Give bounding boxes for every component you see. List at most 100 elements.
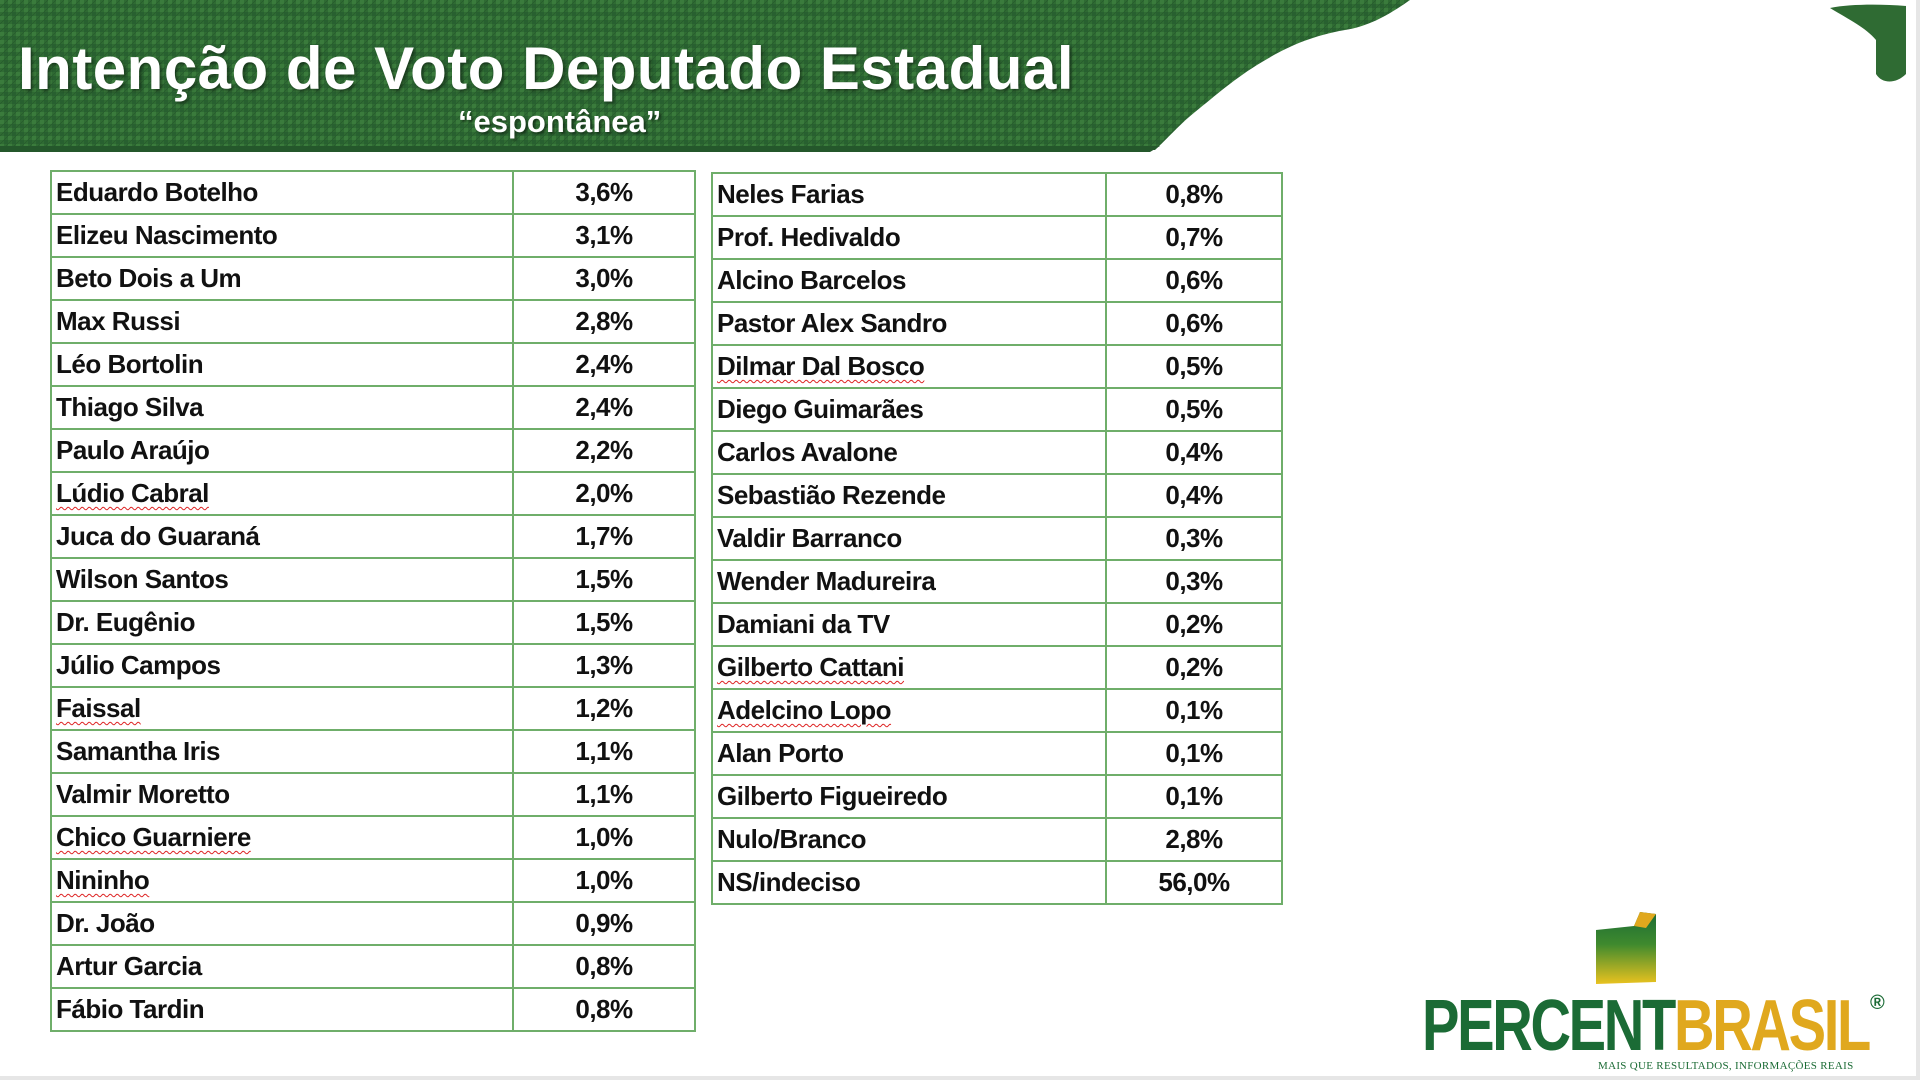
vote-percentage: 0,6%: [1105, 301, 1283, 346]
vote-percentage: 0,3%: [1105, 516, 1283, 561]
table-row: Nulo/Branco 2,8%: [711, 817, 1283, 862]
logo-word-percent: PERCENT: [1422, 986, 1676, 1066]
slide-title: Intenção de Voto Deputado Estadual: [18, 35, 1074, 102]
results-table-left: Eduardo Botelho 3,6% Elizeu Nascimento 3,1%…: [50, 170, 696, 1032]
logo-wordmark: PERCENTBRASIL: [1422, 990, 1871, 1062]
vote-percentage: 0,8%: [512, 987, 696, 1032]
candidate-name-text: Carlos Avalone: [717, 437, 898, 467]
table-row: Alcino Barcelos 0,6%: [711, 258, 1283, 303]
vote-percentage: 1,0%: [512, 815, 696, 860]
vote-percentage: 2,8%: [512, 299, 696, 344]
candidate-name-text: Lúdio Cabral: [56, 478, 209, 508]
vote-percentage: 3,1%: [512, 213, 696, 258]
candidate-name-text: Juca do Guaraná: [56, 521, 260, 551]
vote-percentage: 0,1%: [1105, 688, 1283, 733]
candidate-name-text: Beto Dois a Um: [56, 263, 242, 293]
table-row: Sebastião Rezende 0,4%: [711, 473, 1283, 518]
candidate-name: Juca do Guaraná: [50, 514, 514, 559]
candidate-name: Dilmar Dal Bosco: [711, 344, 1107, 389]
vote-percentage: 0,1%: [1105, 731, 1283, 776]
candidate-name-text: Valmir Moretto: [56, 779, 230, 809]
frame-edge-right: [1916, 0, 1920, 1080]
table-row: Damiani da TV 0,2%: [711, 602, 1283, 647]
candidate-name: Carlos Avalone: [711, 430, 1107, 475]
candidate-name-text: Wilson Santos: [56, 564, 229, 594]
table-row: Nininho 1,0%: [50, 858, 696, 903]
candidate-name: Fábio Tardin: [50, 987, 514, 1032]
vote-percentage: 1,0%: [512, 858, 696, 903]
table-row: Valmir Moretto 1,1%: [50, 772, 696, 817]
table-row: Lúdio Cabral 2,0%: [50, 471, 696, 516]
table-row: Valdir Barranco 0,3%: [711, 516, 1283, 561]
vote-percentage: 0,8%: [512, 944, 696, 989]
vote-percentage: 2,0%: [512, 471, 696, 516]
candidate-name-text: Dr. Eugênio: [56, 607, 195, 637]
candidate-name-text: NS/indeciso: [717, 867, 861, 897]
candidate-name: Dr. Eugênio: [50, 600, 514, 645]
candidate-name: Adelcino Lopo: [711, 688, 1107, 733]
candidate-name-text: Léo Bortolin: [56, 349, 204, 379]
header-banner: [0, 0, 1920, 160]
candidate-name-text: Chico Guarniere: [56, 822, 251, 852]
vote-percentage: 0,8%: [1105, 172, 1283, 217]
candidate-name: Nulo/Branco: [711, 817, 1107, 862]
candidate-name-text: Diego Guimarães: [717, 394, 924, 424]
vote-percentage: 0,5%: [1105, 344, 1283, 389]
candidate-name-text: Gilberto Figueiredo: [717, 781, 948, 811]
table-row: Adelcino Lopo 0,1%: [711, 688, 1283, 733]
candidate-name-text: Nulo/Branco: [717, 824, 867, 854]
candidate-name: Wender Madureira: [711, 559, 1107, 604]
table-row: Juca do Guaraná 1,7%: [50, 514, 696, 559]
vote-percentage: 56,0%: [1105, 860, 1283, 905]
table-row: Júlio Campos 1,3%: [50, 643, 696, 688]
candidate-name-text: Júlio Campos: [56, 650, 221, 680]
candidate-name-text: Wender Madureira: [717, 566, 936, 596]
candidate-name: Alcino Barcelos: [711, 258, 1107, 303]
slide-subtitle: “espontânea”: [458, 104, 662, 139]
candidate-name: Eduardo Botelho: [50, 170, 514, 215]
vote-percentage: 0,5%: [1105, 387, 1283, 432]
table-row: Gilberto Figueiredo 0,1%: [711, 774, 1283, 819]
table-row: Thiago Silva 2,4%: [50, 385, 696, 430]
candidate-name-text: Pastor Alex Sandro: [717, 308, 947, 338]
vote-percentage: 2,8%: [1105, 817, 1283, 862]
vote-percentage: 1,2%: [512, 686, 696, 731]
vote-percentage: 1,5%: [512, 557, 696, 602]
candidate-name-text: Prof. Hedivaldo: [717, 222, 901, 252]
table-row: Artur Garcia 0,8%: [50, 944, 696, 989]
candidate-name-text: Valdir Barranco: [717, 523, 902, 553]
candidate-name-text: Elizeu Nascimento: [56, 220, 278, 250]
candidate-name: Samantha Iris: [50, 729, 514, 774]
candidate-name: Gilberto Figueiredo: [711, 774, 1107, 819]
vote-percentage: 0,6%: [1105, 258, 1283, 303]
candidate-name: Max Russi: [50, 299, 514, 344]
candidate-name: NS/indeciso: [711, 860, 1107, 905]
candidate-name-text: Dr. João: [56, 908, 155, 938]
candidate-name-text: Alcino Barcelos: [717, 265, 907, 295]
candidate-name-text: Fábio Tardin: [56, 994, 205, 1024]
flag-icon: [1596, 912, 1656, 984]
candidate-name-text: Samantha Iris: [56, 736, 221, 766]
frame-edge-bottom: [0, 1076, 1920, 1080]
table-row: Faissal 1,2%: [50, 686, 696, 731]
candidate-name: Paulo Araújo: [50, 428, 514, 473]
candidate-name-text: Nininho: [56, 865, 150, 895]
candidate-name-text: Thiago Silva: [56, 392, 204, 422]
candidate-name-text: Eduardo Botelho: [56, 177, 258, 207]
candidate-name: Valmir Moretto: [50, 772, 514, 817]
candidate-name: Thiago Silva: [50, 385, 514, 430]
vote-percentage: 1,7%: [512, 514, 696, 559]
table-row: Beto Dois a Um 3,0%: [50, 256, 696, 301]
vote-percentage: 1,1%: [512, 772, 696, 817]
candidate-name: Valdir Barranco: [711, 516, 1107, 561]
table-row: Eduardo Botelho 3,6%: [50, 170, 696, 215]
candidate-name: Artur Garcia: [50, 944, 514, 989]
logo-word-brasil: BRASIL: [1673, 986, 1871, 1066]
candidate-name-text: Dilmar Dal Bosco: [717, 351, 925, 381]
vote-percentage: 0,2%: [1105, 645, 1283, 690]
table-row: Wender Madureira 0,3%: [711, 559, 1283, 604]
candidate-name: Pastor Alex Sandro: [711, 301, 1107, 346]
table-row: Diego Guimarães 0,5%: [711, 387, 1283, 432]
vote-percentage: 0,1%: [1105, 774, 1283, 819]
table-row: Dr. João 0,9%: [50, 901, 696, 946]
